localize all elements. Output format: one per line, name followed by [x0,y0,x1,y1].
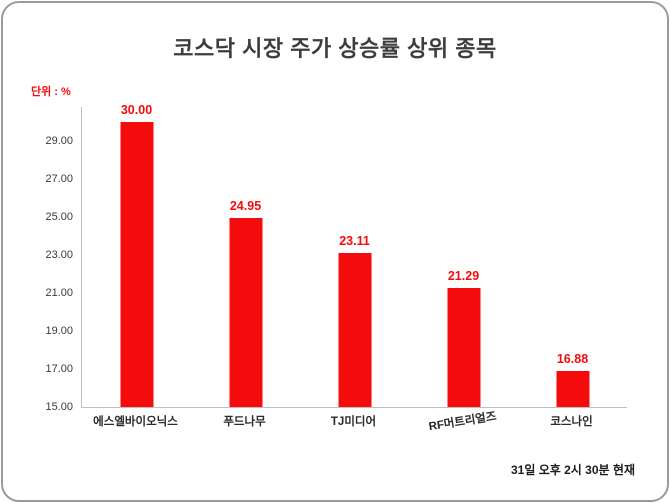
x-axis-category-label: 코스나인 [550,416,593,428]
bar-value-label: 30.00 [120,103,153,118]
y-tick-label: 19.00 [45,325,73,338]
y-tick-label: 27.00 [45,173,73,186]
y-axis: 15.00 17.00 19.00 21.00 23.00 25.00 27.00 29.00 [21,107,73,413]
x-axis-category-label: 푸드나무 [223,416,266,428]
bar-value-label: 23.11 [339,234,370,249]
bar [120,122,153,407]
x-axis-category-label: RF머트리얼즈 [428,410,498,434]
bar-column: 16.88 [518,107,627,407]
y-tick-label: 23.00 [45,249,73,262]
bar-value-label: 21.29 [447,268,480,283]
bar [229,218,262,407]
chart-title: 코스닥 시장 주가 상승률 상위 종목 [173,36,497,61]
plot-area: 30.00 24.95 23.11 21.29 16.88 [81,103,627,408]
timestamp-note: 31일 오후 2시 30분 현재 [511,463,635,477]
x-axis-category-label: TJ미디어 [330,416,377,428]
bar-column: 23.11 [300,107,409,407]
y-tick-label: 17.00 [45,363,73,376]
bar [556,371,589,407]
y-tick-label: 29.00 [45,135,73,148]
bar-value-label: 24.95 [229,199,262,214]
bar [447,287,480,407]
y-tick-label: 15.00 [45,401,73,413]
bar-column: 21.29 [409,107,518,407]
y-tick-label: 25.00 [45,211,73,224]
x-axis-labels: 에스엘바이오닉스 푸드나무 TJ미디어 RF머트리얼즈 코스나인 [81,411,626,434]
x-axis-category-label: 에스엘바이오닉스 [93,416,178,428]
bar-column: 30.00 [82,103,191,407]
bar-column: 24.95 [191,107,300,407]
bar [338,253,371,407]
bar-value-label: 16.88 [556,352,589,367]
y-tick-label: 21.00 [45,287,73,300]
unit-label: 단위 : % [31,86,71,98]
